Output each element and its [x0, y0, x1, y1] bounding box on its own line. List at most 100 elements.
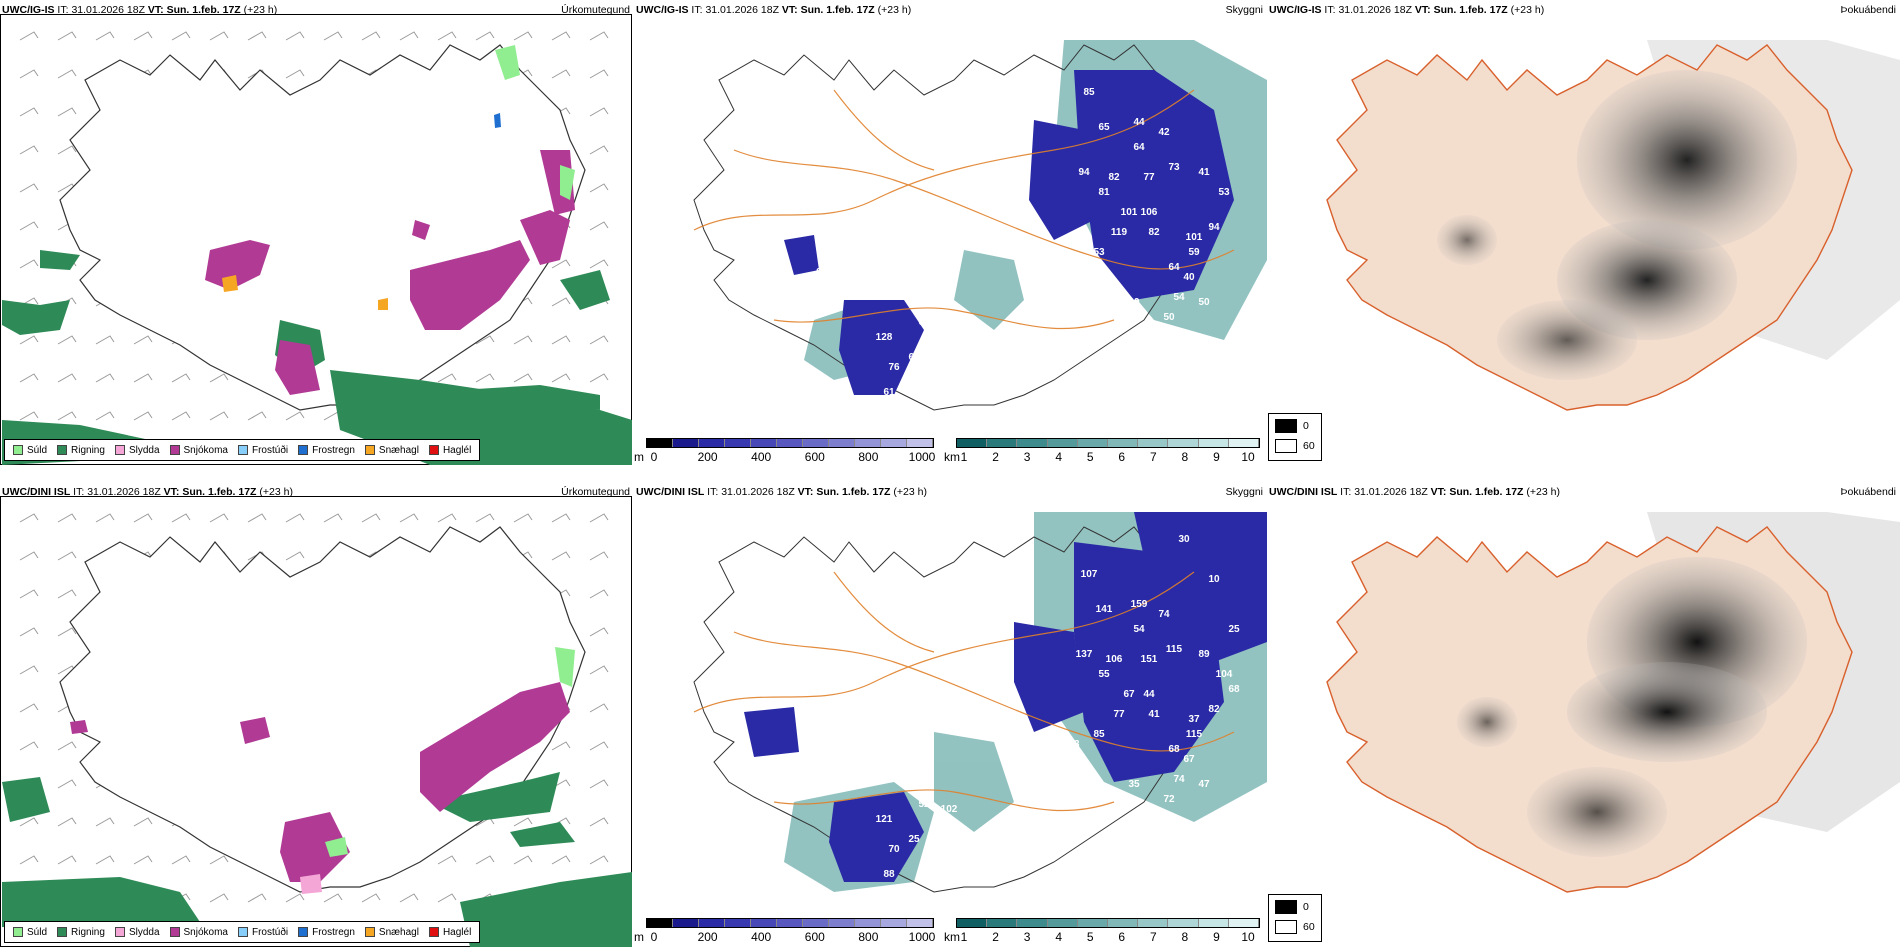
- wind-barb: [19, 259, 39, 269]
- visibility-label: 102: [941, 804, 958, 815]
- wind-barb: [19, 411, 39, 421]
- wind-barb: [475, 373, 495, 383]
- row2-precip-panel: UWC/DINI ISL IT: 31.01.2026 18Z VT: Sun.…: [0, 482, 634, 947]
- wind-barb: [95, 855, 115, 865]
- visibility-label: 82: [1148, 227, 1160, 238]
- colorbar-tick: 400: [751, 450, 772, 464]
- wind-barb: [589, 107, 609, 117]
- row1-fog-panel: UWC/IG-IS IT: 31.01.2026 18Z VT: Sun. 1.…: [1267, 0, 1900, 465]
- wind-barb: [551, 513, 571, 523]
- wind-barb: [209, 373, 229, 383]
- legend-swatch: [428, 927, 439, 937]
- colorbar-cell: [751, 439, 777, 447]
- panel-title: Skyggni: [1225, 486, 1263, 498]
- wind-barb: [57, 779, 77, 789]
- fog-legend-item: 0: [1275, 900, 1309, 914]
- wind-barb: [551, 31, 571, 41]
- visibility-label: 141: [1096, 604, 1113, 615]
- map-frame: [0, 14, 632, 465]
- wind-barb: [589, 817, 609, 827]
- visibility-label: 30: [1178, 534, 1190, 545]
- colorbar-cell: [881, 439, 907, 447]
- legend-label: Rigning: [71, 926, 105, 938]
- wind-barb: [437, 855, 457, 865]
- wind-barb: [589, 703, 609, 713]
- visibility-label: 50: [1163, 312, 1175, 323]
- wind-barb: [475, 31, 495, 41]
- wind-barb: [57, 411, 77, 421]
- visibility-label: 35: [1128, 779, 1140, 790]
- colorbar-cell: [881, 919, 907, 927]
- colorbar-cell: [725, 439, 751, 447]
- visibility-label: 64: [1168, 262, 1180, 273]
- visibility-label: 93: [1068, 739, 1080, 750]
- wind-barb: [285, 69, 305, 79]
- legend-swatch: [364, 927, 375, 937]
- wind-barb: [19, 31, 39, 41]
- wind-barb: [19, 335, 39, 345]
- colorbar-tick: 8: [1181, 930, 1189, 944]
- legend-swatch: [13, 927, 23, 937]
- visibility-label: 54: [1133, 624, 1145, 635]
- wind-barb: [361, 31, 381, 41]
- wind-barb: [19, 741, 39, 751]
- colorbar-tick: 7: [1149, 450, 1157, 464]
- colorbar-cell: [1047, 439, 1078, 447]
- colorbar-tick: 1000: [908, 930, 936, 944]
- visibility-label: 40: [1098, 302, 1110, 313]
- legend-label: Snjókoma: [183, 444, 228, 456]
- colorbar-unit: km: [944, 930, 960, 944]
- fog-legend-swatch: [1275, 920, 1297, 934]
- legend-swatch: [57, 445, 68, 455]
- wind-barb: [399, 893, 419, 903]
- wind-barb: [133, 335, 153, 345]
- wind-barb: [589, 373, 609, 383]
- wind-barb: [285, 31, 305, 41]
- precip-map: [2, 31, 632, 465]
- visibility-label: 68: [1228, 684, 1240, 695]
- wind-barb: [95, 513, 115, 523]
- row2-cloud-panel: 107 141 159 74 54 137 55 106 151 115 89 104 67 44 77 41…: [634, 482, 1267, 947]
- panel-title: Skyggni: [1225, 4, 1263, 16]
- visibility-label: 39: [1128, 297, 1140, 308]
- cloudbase-shading: [784, 70, 1234, 395]
- sleet-areas: [300, 874, 322, 894]
- visibility-label: 72: [1163, 794, 1175, 805]
- visibility-label: 92: [1068, 257, 1080, 268]
- visibility-label: 52: [918, 799, 930, 810]
- precip-map: [2, 513, 632, 947]
- legend-item: Frostúði: [237, 927, 288, 938]
- wind-barb: [133, 513, 153, 523]
- colorbar-cell: [1198, 919, 1229, 927]
- visibility-label: 85: [1093, 729, 1105, 740]
- wind-barb: [19, 373, 39, 383]
- legend-label: Frostregn: [312, 926, 355, 938]
- wind-barb: [551, 855, 571, 865]
- visibility-label: 42: [1158, 127, 1170, 138]
- visibility-label: 74: [1158, 609, 1170, 620]
- colorbar-tick: 2: [992, 450, 999, 464]
- road-network: [693, 571, 1235, 812]
- wind-barb: [399, 31, 419, 41]
- wind-barb: [589, 551, 609, 561]
- legend-swatch: [169, 445, 180, 455]
- fog-legend-label: 60: [1303, 921, 1315, 933]
- visibility-label: 67: [1123, 689, 1135, 700]
- colorbar-tick: 1: [960, 930, 968, 944]
- panel-header: UWC/IG-IS IT: 31.01.2026 18Z VT: Sun. 1.…: [2, 4, 278, 16]
- wind-barb: [589, 69, 609, 79]
- colorbar-cell: [777, 439, 803, 447]
- visibility-label: 106: [1106, 654, 1123, 665]
- wind-barb: [323, 31, 343, 41]
- wind-barb: [475, 855, 495, 865]
- colorbar-unit: km: [944, 450, 960, 464]
- wind-barb: [513, 373, 533, 383]
- panel-title: Þokuábendi: [1840, 486, 1896, 498]
- visibility-label: 11: [814, 749, 825, 760]
- wind-barb: [589, 145, 609, 155]
- wind-barb: [323, 893, 343, 903]
- colorbar-strip: [646, 438, 934, 448]
- visibility-label: 159: [1131, 599, 1148, 610]
- wind-barb: [513, 31, 533, 41]
- wind-barb: [399, 513, 419, 523]
